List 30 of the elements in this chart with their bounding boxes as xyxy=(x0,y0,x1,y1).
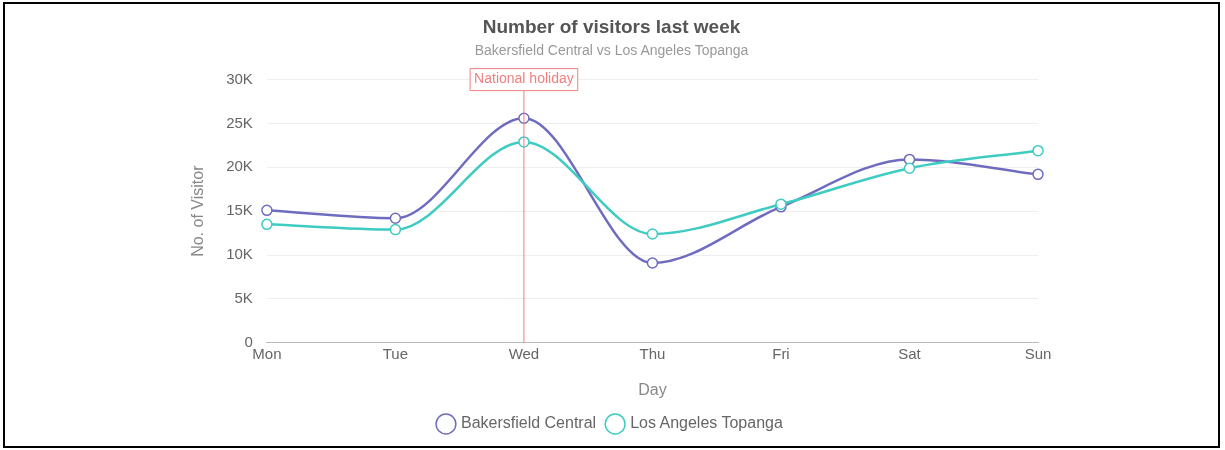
point xyxy=(389,223,402,236)
x-axis-title: Day xyxy=(638,380,667,398)
legend-label: Bakersfield Central xyxy=(460,414,597,432)
point xyxy=(903,162,916,174)
x-tick-label: Fri xyxy=(772,344,790,362)
y-tick-label: 20K xyxy=(226,157,253,175)
x-tick-label: Wed xyxy=(508,344,540,362)
x-tick-label: Thu xyxy=(639,344,666,362)
y-tick-label: 10K xyxy=(226,245,253,263)
x-tick-label: Mon xyxy=(252,344,282,362)
chart-subtitle: Bakersfield Central vs Los Angeles Topanga xyxy=(474,42,749,59)
y-tick-label: 25K xyxy=(226,113,253,131)
point xyxy=(646,228,659,240)
legend-label: Los Angeles Topanga xyxy=(630,414,783,432)
y-tick-label: 15K xyxy=(226,201,253,219)
y-tick-label: 5K xyxy=(234,289,253,307)
point xyxy=(1032,144,1044,157)
chart-title: Number of visitors last week xyxy=(482,15,741,37)
x-tick-label: Sat xyxy=(898,344,922,362)
point xyxy=(1032,168,1044,181)
y-axis-title: No. of Visitor xyxy=(189,164,207,257)
x-tick-label: Tue xyxy=(382,344,409,362)
y-tick-label: 30K xyxy=(226,69,253,87)
ref-line-label: National holiday xyxy=(474,70,574,87)
point xyxy=(261,218,273,231)
y-tick-label: 0 xyxy=(244,332,253,350)
point xyxy=(261,204,273,217)
point xyxy=(646,257,659,269)
x-tick-label: Sun xyxy=(1024,344,1052,362)
point xyxy=(389,212,402,224)
